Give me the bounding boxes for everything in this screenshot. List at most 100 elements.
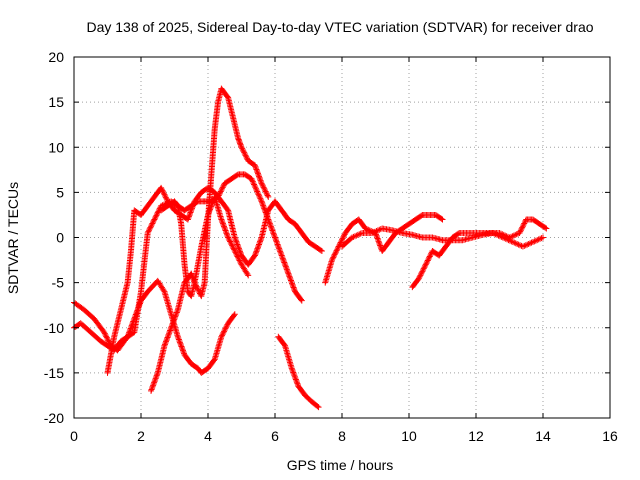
data-point (332, 248, 339, 255)
data-point (150, 217, 157, 224)
data-point (290, 284, 297, 291)
data-point (274, 240, 281, 247)
data-point (262, 188, 269, 195)
y-tick-label: 5 (56, 184, 64, 200)
data-point (265, 193, 272, 200)
data-point (521, 220, 528, 227)
data-point (328, 257, 335, 264)
data-point (221, 224, 228, 231)
data-point (517, 242, 524, 249)
data-point (158, 186, 165, 193)
data-point (233, 252, 240, 259)
data-point (507, 233, 514, 240)
data-point (267, 223, 274, 230)
data-point (513, 231, 520, 238)
data-point (232, 237, 239, 244)
data-point (227, 239, 234, 246)
x-axis-label: GPS time / hours (287, 457, 394, 473)
data-point (292, 375, 299, 382)
data-point (268, 226, 275, 233)
data-point (330, 254, 337, 261)
data-point (245, 272, 252, 279)
data-point (169, 320, 176, 327)
data-point (420, 265, 427, 272)
x-tick-label: 12 (468, 428, 484, 444)
y-tick-label: 10 (48, 139, 64, 155)
data-points (71, 85, 550, 411)
data-point (152, 215, 159, 222)
data-point (195, 287, 202, 294)
data-point (163, 337, 170, 344)
data-point (260, 203, 267, 210)
data-point (207, 206, 214, 213)
data-point (186, 210, 193, 217)
data-point (255, 242, 262, 249)
data-point (268, 224, 275, 231)
data-point (243, 155, 250, 162)
data-point (287, 277, 294, 284)
data-point (162, 192, 169, 199)
data-point (208, 202, 215, 209)
data-point (155, 208, 162, 215)
data-point (356, 231, 363, 238)
data-point (354, 231, 361, 238)
data-point (337, 239, 344, 246)
data-point (455, 230, 462, 237)
data-point (279, 255, 286, 262)
data-point (506, 234, 513, 241)
data-point (229, 242, 236, 249)
data-point (294, 380, 301, 387)
data-point (160, 287, 167, 294)
data-point (496, 229, 503, 236)
data-point (167, 327, 174, 334)
data-point (187, 208, 194, 215)
data-point (521, 219, 528, 226)
data-point (237, 258, 244, 265)
x-tick-label: 2 (137, 428, 145, 444)
data-point (339, 235, 346, 242)
data-point (334, 244, 341, 251)
data-point (256, 192, 263, 199)
data-point (166, 328, 173, 335)
data-point (257, 238, 264, 245)
data-point (426, 254, 433, 261)
data-point (153, 212, 160, 219)
data-point (332, 250, 339, 257)
data-point (272, 235, 279, 242)
data-point (253, 166, 260, 173)
data-point (269, 228, 276, 235)
data-point (222, 226, 229, 233)
data-point (270, 230, 277, 237)
data-point (233, 250, 240, 257)
data-point (375, 238, 382, 245)
data-point (424, 257, 431, 264)
data-point (187, 209, 194, 216)
data-point (288, 365, 295, 372)
data-point (284, 269, 291, 276)
data-point (417, 272, 424, 279)
data-point (236, 246, 243, 253)
data-point (220, 222, 227, 229)
data-point (257, 176, 264, 183)
data-point (427, 252, 434, 259)
data-point (168, 324, 175, 331)
data-point (218, 217, 225, 224)
data-point (219, 219, 226, 226)
data-point (226, 237, 233, 244)
data-point (224, 206, 231, 213)
data-point (159, 187, 166, 194)
data-point (154, 371, 161, 378)
data-point (210, 357, 217, 364)
data-point (291, 372, 298, 379)
data-point (146, 225, 153, 232)
data-point (154, 211, 161, 218)
data-point (261, 185, 268, 192)
data-point (260, 202, 267, 209)
data-point (170, 317, 177, 324)
data-point (185, 215, 192, 222)
data-point (217, 189, 224, 196)
data-point (329, 255, 336, 262)
data-point (261, 187, 268, 194)
chart-title: Day 138 of 2025, Sidereal Day-to-day VTE… (86, 19, 593, 35)
data-point (250, 180, 257, 187)
